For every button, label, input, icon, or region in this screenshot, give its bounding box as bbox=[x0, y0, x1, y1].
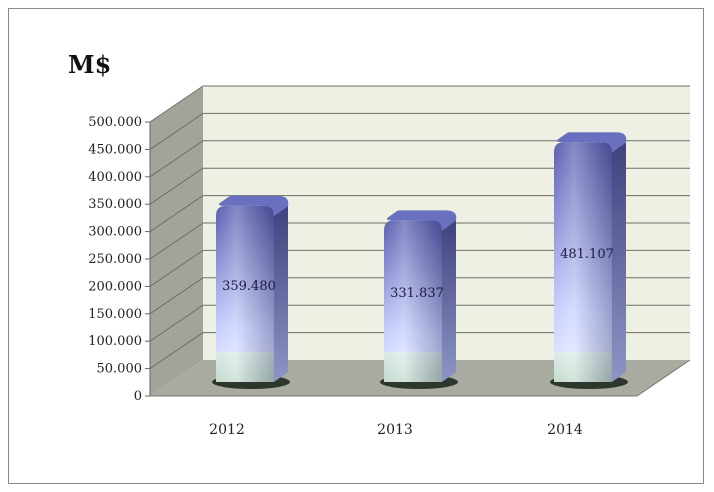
bar-value-label: 331.837 bbox=[390, 286, 444, 301]
bar-shading bbox=[216, 205, 274, 382]
gridline-side bbox=[149, 195, 204, 233]
bar-side bbox=[442, 220, 456, 382]
bar-side bbox=[612, 142, 626, 382]
y-tick-label: 300.000 bbox=[88, 225, 142, 240]
gridline-side bbox=[149, 167, 204, 205]
y-tick-label: 450.000 bbox=[88, 142, 142, 157]
gridline-side bbox=[149, 112, 204, 150]
gridline-side bbox=[149, 222, 204, 260]
gridline-side bbox=[149, 332, 204, 370]
bar-2012 bbox=[212, 195, 290, 389]
bar-value-label: 481.107 bbox=[560, 247, 614, 262]
gridline-side bbox=[149, 277, 204, 315]
x-tick-label: 2014 bbox=[547, 422, 583, 438]
gridline-side bbox=[149, 85, 204, 123]
x-tick-label: 2013 bbox=[377, 422, 413, 438]
floor-right-edge bbox=[636, 359, 691, 397]
gridline-side bbox=[149, 140, 204, 178]
y-tick-label: 250.000 bbox=[88, 252, 142, 267]
y-tick-label: 350.000 bbox=[88, 197, 142, 212]
bar-side bbox=[274, 205, 288, 382]
y-tick-label: 200.000 bbox=[88, 279, 142, 294]
bar-shading bbox=[384, 220, 442, 382]
y-tick-label: 0 bbox=[134, 389, 142, 404]
x-tick-label: 2012 bbox=[209, 422, 245, 438]
y-tick-label: 400.000 bbox=[88, 170, 142, 185]
y-tick-label: 50.000 bbox=[97, 362, 143, 377]
y-tick-label: 150.000 bbox=[88, 307, 142, 322]
bar-shading bbox=[554, 142, 612, 382]
gridline-side bbox=[149, 304, 204, 342]
y-tick-label: 100.000 bbox=[88, 334, 142, 349]
y-tick-label: 500.000 bbox=[88, 115, 142, 130]
bar-2014 bbox=[550, 132, 628, 389]
y-axis-unit-label: M$ bbox=[68, 50, 112, 79]
bar-value-label: 359.480 bbox=[222, 279, 276, 294]
bar-2013 bbox=[380, 210, 458, 389]
gridline-side bbox=[149, 249, 204, 287]
